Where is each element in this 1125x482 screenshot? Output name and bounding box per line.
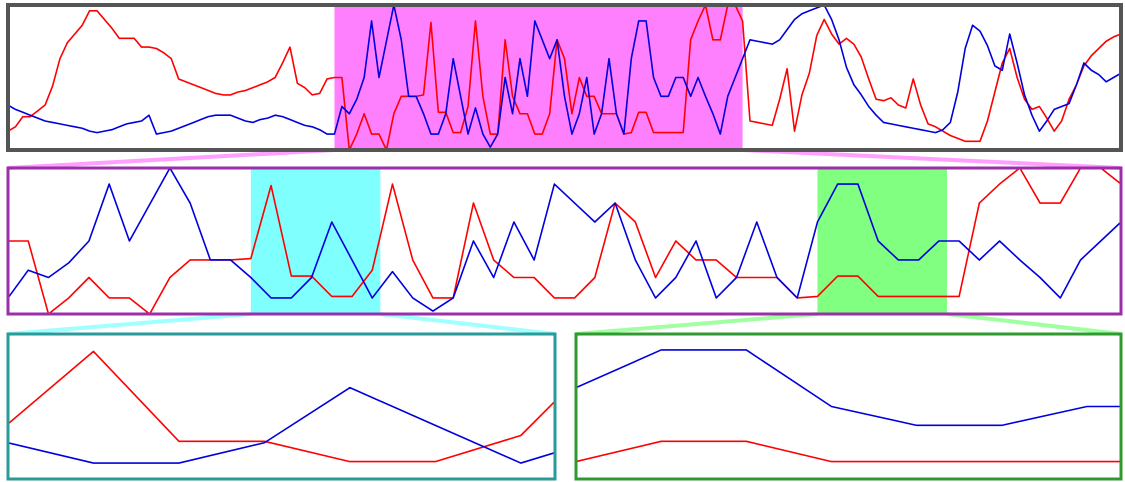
panel	[8, 5, 1121, 150]
panel-frame	[6, 166, 1123, 316]
panel-frame	[6, 3, 1123, 152]
zoom-connector	[7, 312, 252, 336]
panel-frame	[6, 332, 557, 481]
panel	[8, 168, 1121, 314]
zoom-connector	[575, 312, 818, 336]
series-line	[8, 386, 555, 464]
panel	[8, 350, 555, 464]
zoom-connector	[380, 312, 556, 336]
series-line	[8, 350, 555, 463]
zoom-connector	[946, 312, 1122, 336]
panel-frame	[574, 332, 1123, 481]
series-line	[8, 5, 1121, 148]
zoom-region	[817, 168, 947, 314]
zoom-connector	[742, 148, 1122, 170]
zoom-connector	[7, 148, 335, 170]
series-line	[8, 168, 1121, 314]
series-line	[8, 168, 1121, 312]
series-line	[576, 440, 1121, 463]
series-line	[576, 349, 1121, 427]
panel	[576, 349, 1121, 463]
series-line	[8, 5, 1121, 150]
